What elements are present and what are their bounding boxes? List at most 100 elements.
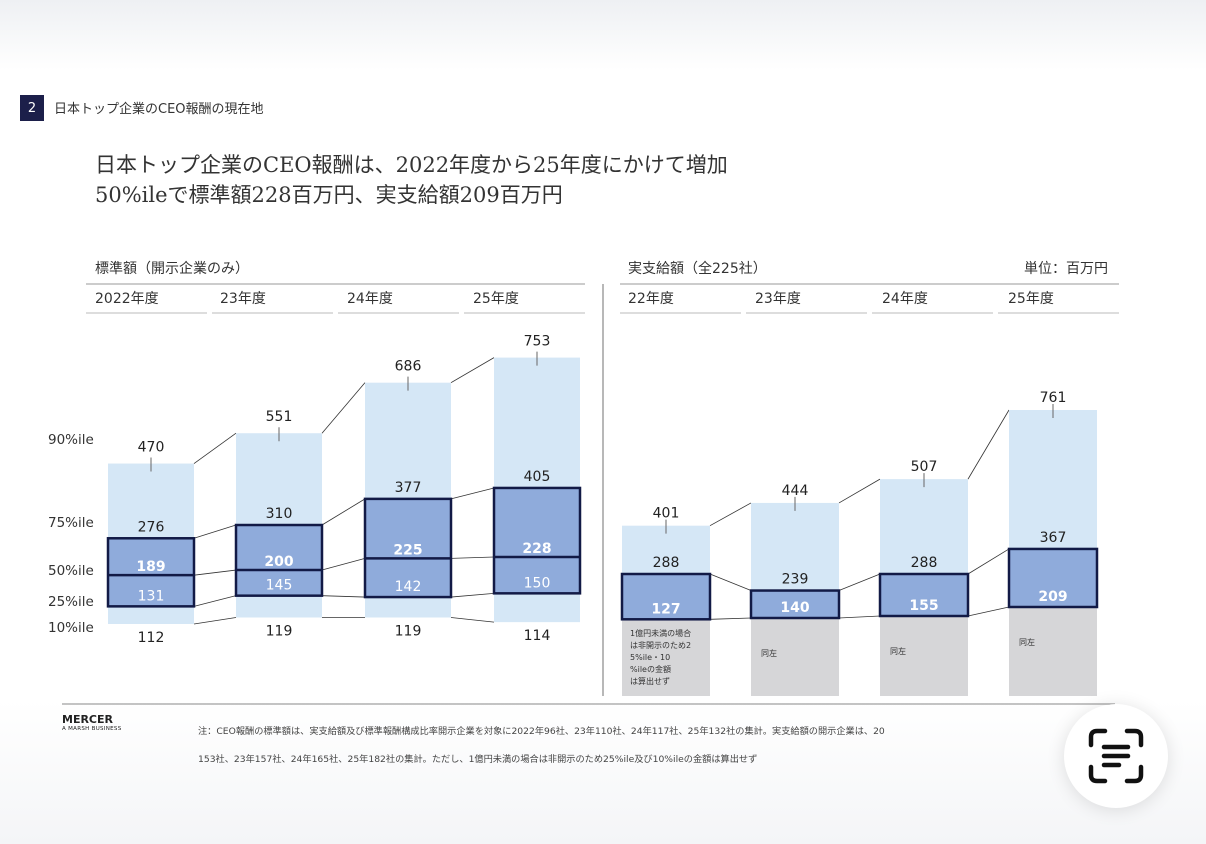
- connector-75: [450, 487, 495, 500]
- value-label-75: 239: [782, 572, 809, 588]
- undisclosed-note: 同左: [890, 646, 906, 656]
- value-label-50: 200: [264, 554, 293, 570]
- value-label-10: 114: [524, 628, 551, 644]
- bar-undisclosed: [1009, 607, 1097, 696]
- value-label-50: 140: [780, 600, 809, 616]
- column-header-label: 24年度: [882, 291, 928, 307]
- column-header-label: 23年度: [220, 291, 266, 307]
- panel-title: 実支給額（全225社）: [628, 260, 767, 277]
- value-label-90: 551: [266, 409, 293, 425]
- undisclosed-note-line: 1億円未満の場合: [630, 628, 691, 638]
- value-label-50: 127: [651, 601, 680, 617]
- bar-undisclosed: [622, 619, 710, 696]
- bar-undisclosed: [751, 618, 839, 696]
- connector-90: [321, 382, 366, 434]
- connector-90: [193, 432, 237, 464]
- column-header-label: 23年度: [755, 291, 801, 307]
- connector-75: [967, 548, 1010, 575]
- connector-25: [193, 595, 237, 607]
- connector-90: [838, 478, 881, 504]
- undisclosed-note: 同左: [1019, 637, 1035, 647]
- undisclosed-note-line: 5%ile・10: [630, 653, 670, 662]
- headline-line-2: 50%ileで標準額228百万円、実支給額209百万円: [95, 183, 563, 207]
- value-label-50: 228: [522, 541, 551, 557]
- connector-10: [450, 617, 495, 623]
- connector-50: [838, 615, 881, 619]
- column-header-label: 25年度: [473, 291, 519, 307]
- column-header-label: 25年度: [1008, 291, 1054, 307]
- value-label-25: 150: [524, 575, 551, 591]
- headline: 日本トップ企業のCEO報酬は、2022年度から25年度にかけて増加 50%ile…: [95, 150, 728, 210]
- connector-90: [450, 357, 495, 384]
- value-label-90: 401: [653, 506, 680, 522]
- bar-undisclosed: [880, 616, 968, 696]
- value-label-90: 761: [1040, 390, 1067, 406]
- value-label-25: 145: [266, 578, 293, 594]
- connector-25: [321, 595, 366, 598]
- connector-75: [193, 524, 237, 539]
- column-header-label: 2022年度: [95, 291, 159, 307]
- value-label-75: 405: [524, 469, 551, 485]
- connector-25: [450, 592, 495, 598]
- value-label-75: 288: [911, 555, 938, 571]
- undisclosed-note: 同左: [761, 648, 777, 658]
- value-label-10: 119: [266, 624, 293, 640]
- bar-box-50-75: [1007, 547, 1099, 609]
- connector-90: [967, 409, 1010, 480]
- value-label-10: 119: [395, 624, 422, 640]
- value-label-90: 507: [911, 459, 938, 475]
- section-number-badge: 2: [20, 95, 44, 121]
- unit-label: 単位：百万円: [1024, 261, 1108, 277]
- brand-name: MERCER: [62, 713, 113, 726]
- value-label-50: 189: [136, 559, 165, 575]
- bar-box-25-75: [492, 486, 582, 595]
- mercer-logo: MERCER A MARSH BUSINESS: [62, 713, 122, 732]
- connector-50: [193, 569, 237, 576]
- connector-50: [709, 617, 752, 620]
- connector-10: [193, 617, 237, 625]
- text-scan-icon: [1088, 728, 1144, 784]
- connector-50: [967, 606, 1010, 617]
- value-label-90: 753: [524, 334, 551, 350]
- bar-box-50-75: [620, 572, 712, 621]
- bar-box-50-75: [878, 572, 970, 618]
- undisclosed-note-line: は算出せず: [630, 676, 670, 686]
- percentile-axis-label: 10%ile: [48, 620, 94, 636]
- value-label-25: 142: [395, 579, 422, 595]
- value-label-75: 377: [395, 480, 422, 496]
- panel-title: 標準額（開示企業のみ）: [95, 260, 249, 277]
- column-header-label: 22年度: [628, 291, 674, 307]
- percentile-axis-label: 90%ile: [48, 432, 94, 448]
- connector-75: [321, 498, 366, 526]
- bar-box-25-75: [234, 523, 324, 597]
- value-label-75: 276: [138, 519, 165, 535]
- bar-box-25-75: [106, 537, 196, 608]
- connector-50: [321, 558, 366, 571]
- value-label-75: 367: [1040, 530, 1067, 546]
- value-label-50: 209: [1038, 589, 1067, 605]
- undisclosed-note-line: %ileの金額: [630, 664, 671, 674]
- text-scan-button[interactable]: [1064, 704, 1168, 808]
- value-label-75: 288: [653, 555, 680, 571]
- footnote-line-1: 注：CEO報酬の標準額は、実支給額及び標準報酬構成比率開示企業を対象に2022年…: [198, 726, 885, 737]
- sub-brand: A MARSH BUSINESS: [62, 726, 122, 732]
- connector-50: [450, 556, 495, 559]
- footnote: 注：CEO報酬の標準額は、実支給額及び標準報酬構成比率開示企業を対象に2022年…: [198, 711, 1098, 781]
- bar-box-50-75: [749, 589, 841, 620]
- value-label-90: 444: [782, 483, 809, 499]
- value-label-50: 155: [909, 598, 938, 614]
- connector-75: [838, 573, 881, 591]
- value-label-50: 225: [393, 542, 422, 558]
- value-label-90: 470: [138, 440, 165, 456]
- connector-75: [709, 573, 752, 591]
- undisclosed-note-line: は非開示のため2: [630, 640, 691, 650]
- value-label-25: 131: [138, 588, 165, 604]
- percentile-axis-label: 75%ile: [48, 515, 94, 531]
- bar-box-25-75: [363, 497, 453, 599]
- section-title: 日本トップ企業のCEO報酬の現在地: [54, 102, 264, 117]
- percentile-axis-label: 25%ile: [48, 594, 94, 610]
- column-header-label: 24年度: [347, 291, 393, 307]
- headline-line-1: 日本トップ企業のCEO報酬は、2022年度から25年度にかけて増加: [95, 153, 728, 177]
